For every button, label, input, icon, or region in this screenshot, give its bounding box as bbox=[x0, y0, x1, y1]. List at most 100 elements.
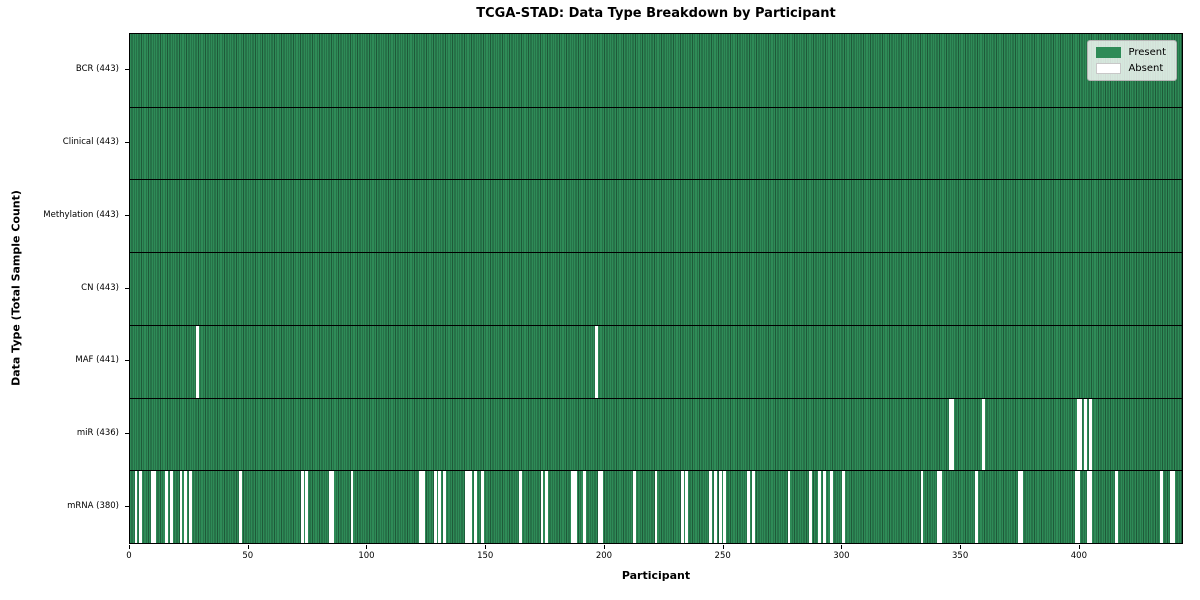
y-tick-mark bbox=[125, 214, 129, 216]
absent-stripe bbox=[170, 470, 173, 543]
legend-item-absent: Absent bbox=[1096, 63, 1166, 74]
absent-stripe bbox=[1079, 397, 1083, 471]
x-tick-label: 300 bbox=[833, 551, 850, 561]
y-tick-mark bbox=[125, 432, 129, 434]
absent-stripe bbox=[685, 470, 689, 543]
x-axis-label: Participant bbox=[621, 569, 691, 582]
absent-stripe bbox=[595, 324, 599, 398]
absent-stripe bbox=[709, 470, 713, 543]
x-axis: 0 50 100 150 200 250 300 350 400 bbox=[126, 544, 1183, 564]
y-tick-label-MAF: MAF (441) bbox=[75, 355, 119, 366]
y-tick-label-Methylation: Methylation (443) bbox=[43, 209, 119, 220]
heatmap-row-Methylation bbox=[130, 179, 1182, 253]
absent-stripe bbox=[1017, 470, 1021, 543]
x-tick-label: 100 bbox=[358, 551, 375, 561]
absent-stripe bbox=[1160, 470, 1164, 543]
absent-stripe bbox=[184, 470, 188, 543]
y-tick-mark bbox=[125, 287, 129, 289]
y-tick-mark bbox=[125, 505, 129, 507]
x-tick-mark bbox=[841, 545, 843, 549]
x-tick-label: 200 bbox=[595, 551, 613, 561]
absent-stripe bbox=[545, 470, 549, 543]
absent-stripe bbox=[300, 470, 304, 543]
legend-swatch-absent-icon bbox=[1096, 63, 1122, 74]
absent-stripe bbox=[571, 470, 575, 543]
absent-stripe bbox=[937, 470, 940, 543]
x-tick-mark bbox=[960, 545, 962, 549]
absent-stripe bbox=[1115, 470, 1119, 543]
absent-stripe bbox=[469, 470, 473, 543]
x-tick-label: 250 bbox=[714, 551, 731, 561]
heatmap-row-Clinical bbox=[130, 106, 1182, 180]
absent-stripe bbox=[1074, 470, 1078, 543]
absent-stripe bbox=[1089, 470, 1092, 543]
absent-stripe bbox=[823, 470, 827, 543]
x-tick-label: 50 bbox=[242, 551, 254, 561]
absent-stripe bbox=[573, 470, 577, 543]
absent-stripe bbox=[139, 470, 143, 543]
absent-stripe bbox=[583, 470, 587, 543]
absent-stripe bbox=[464, 470, 468, 543]
absent-stripe bbox=[830, 470, 834, 543]
absent-stripe bbox=[920, 470, 924, 543]
heatmap-row-BCR bbox=[130, 34, 1182, 107]
absent-stripe bbox=[808, 470, 812, 543]
x-tick-label: 350 bbox=[952, 551, 969, 561]
absent-stripe bbox=[597, 470, 601, 543]
absent-stripe bbox=[433, 470, 437, 543]
absent-stripe bbox=[179, 470, 183, 543]
y-tick-label-BCR: BCR (443) bbox=[75, 64, 119, 75]
x-tick-label: 0 bbox=[126, 551, 132, 561]
absent-stripe bbox=[713, 470, 717, 543]
absent-stripe bbox=[680, 470, 684, 543]
absent-stripe bbox=[438, 470, 442, 543]
y-tick-label-Clinical: Clinical (443) bbox=[62, 137, 119, 148]
absent-stripe bbox=[1089, 397, 1092, 471]
absent-stripe bbox=[540, 470, 544, 543]
x-tick-mark bbox=[366, 545, 368, 549]
absent-stripe bbox=[519, 470, 523, 543]
y-tick-label-CN: CN (443) bbox=[81, 282, 119, 293]
row-divider bbox=[130, 252, 1182, 254]
absent-stripe bbox=[481, 470, 485, 543]
absent-stripe bbox=[1086, 470, 1090, 543]
x-tick-label: 400 bbox=[1070, 551, 1087, 561]
absent-stripe bbox=[1172, 470, 1176, 543]
absent-stripe bbox=[189, 470, 192, 543]
absent-stripe bbox=[747, 470, 751, 543]
absent-stripe bbox=[842, 470, 846, 543]
absent-stripe bbox=[654, 470, 658, 543]
legend: Present Absent bbox=[1087, 40, 1177, 81]
heatmap-row-mRNA bbox=[130, 470, 1182, 543]
y-tick-label-miR: miR (436) bbox=[76, 427, 119, 438]
absent-stripe bbox=[723, 470, 727, 543]
legend-swatch-present-icon bbox=[1096, 47, 1122, 58]
row-divider bbox=[130, 179, 1182, 181]
absent-stripe bbox=[165, 470, 169, 543]
absent-stripe bbox=[466, 470, 470, 543]
legend-label-absent: Absent bbox=[1128, 63, 1164, 74]
absent-stripe bbox=[718, 470, 722, 543]
y-axis: BCR (443) Clinical (443) Methylation (443)… bbox=[0, 33, 129, 544]
x-tick-mark bbox=[485, 545, 487, 549]
row-divider bbox=[130, 397, 1182, 399]
absent-stripe bbox=[1169, 470, 1173, 543]
absent-stripe bbox=[331, 470, 335, 543]
absent-stripe bbox=[1084, 397, 1088, 471]
absent-stripe bbox=[134, 470, 138, 543]
absent-stripe bbox=[939, 470, 943, 543]
absent-stripe bbox=[151, 470, 154, 543]
absent-stripe bbox=[1077, 397, 1081, 471]
row-divider bbox=[130, 106, 1182, 108]
y-tick-label-mRNA: mRNA (380) bbox=[67, 500, 119, 511]
absent-stripe bbox=[599, 470, 603, 543]
row-divider bbox=[130, 470, 1182, 472]
row-divider bbox=[130, 324, 1182, 326]
absent-stripe bbox=[443, 470, 447, 543]
x-tick-label: 150 bbox=[477, 551, 494, 561]
absent-stripe bbox=[329, 470, 333, 543]
absent-stripe bbox=[196, 324, 200, 398]
y-tick-mark bbox=[125, 69, 129, 71]
absent-stripe bbox=[474, 470, 477, 543]
